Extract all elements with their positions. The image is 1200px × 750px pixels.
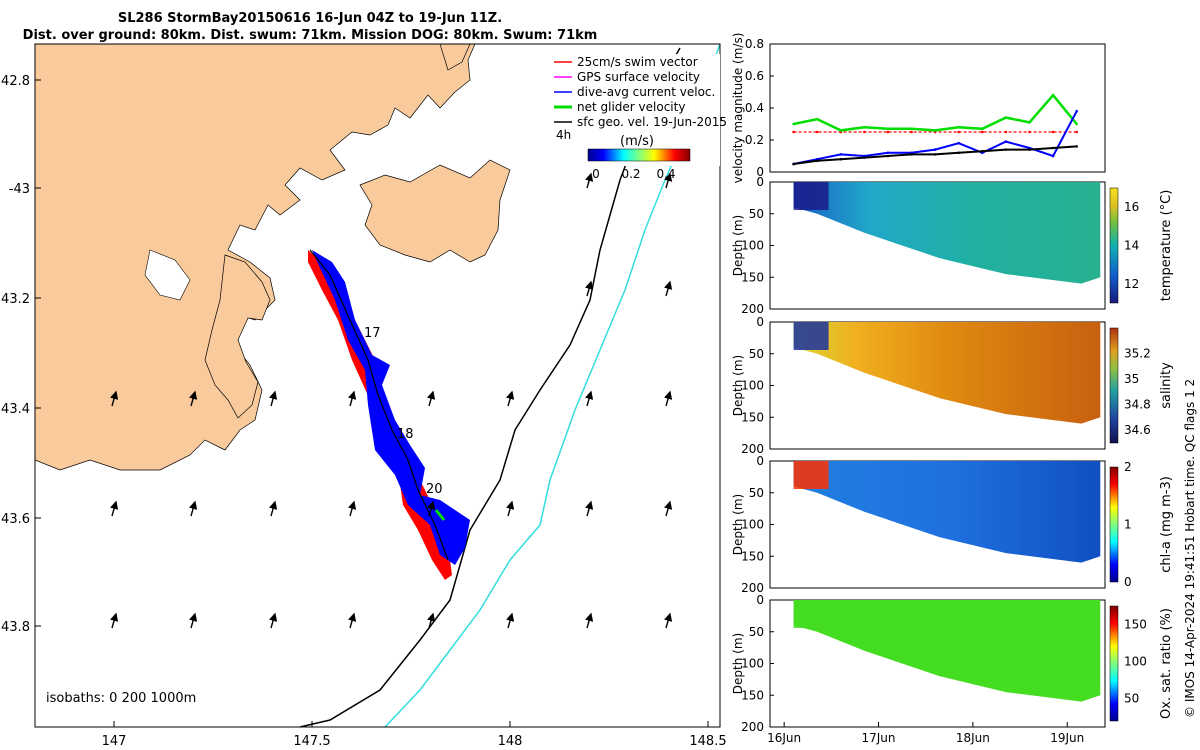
geo-velocity-arrow [585,280,594,297]
chart-title: SL286 StormBay20150616 16-Jun 04Z to 19-… [117,11,503,26]
geo-velocity-arrow [348,500,357,517]
glider-track-blue [312,250,470,565]
map-ytick-label: -43 [9,182,30,197]
chart-subtitle: Dist. over ground: 80km. Dist. swum: 71k… [22,28,598,43]
geo-velocity-arrow [506,500,515,517]
geo-velocity-arrow [585,612,594,629]
land-bruny [144,249,191,301]
geo-velocity-arrow [506,390,515,407]
geo-velocity-arrow [189,500,198,517]
legend-item-label: dive-avg current veloc. [577,85,715,99]
map-xtick-label: 147 [102,734,127,749]
day-label-20: 20 [426,482,443,497]
isobath-1000 [384,44,720,727]
map-ytick-label: 43.2 [1,292,30,307]
geo-velocity-arrow [664,172,673,189]
map-ytick-label: 43.4 [1,402,30,417]
land-north-east [359,159,511,263]
legend-item-label: sfc geo. vel. 19-Jun-2015 [577,115,727,129]
geo-velocity-arrow [585,390,594,407]
geo-velocity-arrow [664,280,673,297]
geo-velocity-arrow [110,390,119,407]
legend-colorbar-tick: 0.2 [621,167,640,181]
geo-velocity-arrow [348,612,357,629]
map-xtick-label: 148 [498,734,523,749]
geo-velocity-arrow [664,612,673,629]
geo-velocity-arrow [269,500,278,517]
geo-velocity-arrow [427,612,436,629]
copyright-footer: © IMOS 14-Apr-2024 19:41:51 Hobart time.… [1183,378,1197,718]
legend-colorbar-tick: 0.4 [656,167,675,181]
geo-velocity-arrow [664,500,673,517]
legend-colorbar-tick: 0 [592,167,600,181]
land-tasman [204,254,271,419]
legend-item-label: 25cm/s swim vector [577,55,698,69]
geo-velocity-arrow [585,172,594,189]
land-west [35,44,476,471]
legend-colorbar [587,148,691,162]
geo-velocity-arrow [506,612,515,629]
day-label-17: 17 [364,326,381,341]
map-ytick-label: 42.8 [1,74,30,89]
legend-colorbar-unit: (m/s) [620,134,654,149]
glider-path [309,249,449,561]
geo-velocity-arrow [427,390,436,407]
map-xtick-label: 147.5 [293,734,330,749]
geo-velocity-arrow [110,500,119,517]
geo-velocity-arrow [269,390,278,407]
geo-velocity-arrow [427,500,436,517]
legend-time-label: 4h [556,128,571,142]
geo-velocity-arrow [110,612,119,629]
isobath-200 [299,47,681,727]
map-xtick-label: 148.5 [689,734,726,749]
geo-velocity-arrow [664,390,673,407]
geo-velocity-arrow [585,500,594,517]
geo-velocity-arrow [269,612,278,629]
map-ytick-label: 43.6 [1,512,30,527]
net-velocity-segment [434,509,446,521]
geo-velocity-arrow [189,612,198,629]
land-island [439,44,471,71]
map-ytick-label: 43.8 [1,620,30,635]
legend-item-label: GPS surface velocity [577,70,700,84]
isobaths-label: isobaths: 0 200 1000m [46,691,196,706]
legend-item-label: net glider velocity [577,100,685,114]
geo-velocity-arrow [189,390,198,407]
day-label-18: 18 [397,427,414,442]
geo-velocity-arrow [348,390,357,407]
